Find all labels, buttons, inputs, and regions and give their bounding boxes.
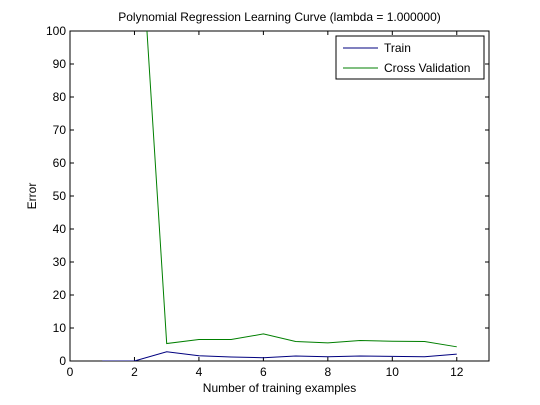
y-tick-label: 10 xyxy=(53,321,67,335)
x-tick-label: 0 xyxy=(67,365,74,379)
y-tick-label: 60 xyxy=(53,156,67,170)
legend-box xyxy=(335,35,485,80)
legend: Train Cross Validation xyxy=(335,35,485,80)
x-tick-label: 8 xyxy=(325,365,332,379)
y-tick-label: 80 xyxy=(53,90,67,104)
x-tick-label: 2 xyxy=(131,365,138,379)
axis-ticks xyxy=(69,30,489,362)
y-axis-label: Error xyxy=(25,183,39,210)
series-line-cross-validation xyxy=(146,31,457,348)
legend-label-train: Train xyxy=(384,41,411,55)
chart-title: Polynomial Regression Learning Curve (la… xyxy=(118,10,441,24)
y-tick-label: 20 xyxy=(53,288,67,302)
y-tick-label: 50 xyxy=(53,189,67,203)
x-tick-label: 4 xyxy=(196,365,203,379)
y-tick-label: 30 xyxy=(53,255,67,269)
y-tick-label: 0 xyxy=(59,354,66,368)
series-line-train xyxy=(102,351,457,361)
axis-tick-labels: 0 2 4 6 8 10 12 0 10 20 30 40 50 60 70 80 90 100 xyxy=(46,24,464,379)
x-tick-label: 10 xyxy=(386,365,400,379)
x-tick-label: 12 xyxy=(450,365,464,379)
plot-area xyxy=(69,30,490,362)
series-lines xyxy=(102,31,457,361)
y-tick-label: 70 xyxy=(53,123,67,137)
legend-label-cross-validation: Cross Validation xyxy=(384,61,470,75)
y-tick-label: 100 xyxy=(46,24,66,38)
x-axis-label: Number of training examples xyxy=(203,381,356,395)
y-tick-label: 40 xyxy=(53,222,67,236)
x-tick-label: 6 xyxy=(260,365,267,379)
y-tick-label: 90 xyxy=(53,57,67,71)
